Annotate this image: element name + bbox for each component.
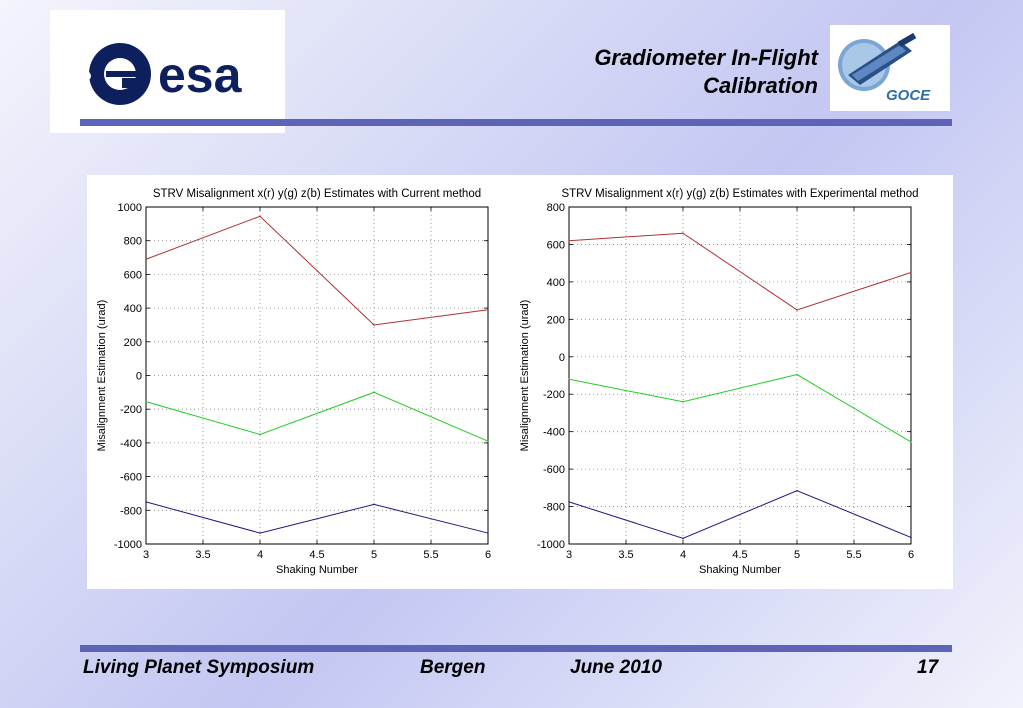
chart1-y-tick-label: -1000 [114,539,142,551]
goce-logo-text: GOCE [886,87,931,104]
chart2-series-3-line [568,490,912,539]
chart1-series-2-point [487,440,489,443]
charts-svg: 3 3.5 4 4.5 5 5.5 6 1000 800 600 400 200 0 -200 -400 -6… [96,188,919,576]
chart1-series-1-point [145,258,147,261]
chart2-series-3-point [568,501,570,503]
chart2-x-axis-label: Shaking Number [699,564,781,576]
chart2-series-2-point [568,378,570,381]
page-title: Gradiometer In-Flight Calibration [594,44,818,100]
chart1-series-2-line [145,391,489,442]
chart1-x-tick-label: 3 [143,549,149,561]
chart2-series-2-line [568,374,912,443]
chart2-y-tick-label: -400 [543,427,565,439]
chart2-series-2-point [796,373,798,376]
chart2-series-1-point [910,271,912,274]
chart2-series-3-point [682,537,684,540]
chart1-y-tick-label: 800 [124,236,142,248]
chart2-series-1-point [796,309,798,311]
footer-event: Living Planet Symposium [83,657,315,678]
chart2-x-tick-label: 3.5 [618,549,633,561]
chart1-x-tick-label: 5.5 [423,549,438,561]
chart1-series-3-point [487,532,489,534]
chart1-series-3-point [259,532,261,534]
chart2-y-tick-label: -200 [543,389,565,401]
chart2-axes-box [568,206,912,545]
esa-logo: esa [81,43,243,105]
chart2-y-tick-label: 600 [547,239,565,251]
chart1-x-tick-label: 4.5 [309,549,324,561]
chart2-y-tick-label: -1000 [537,539,565,551]
chart1-series-3-point [373,503,375,506]
chart1-y-tick-label: 1000 [118,202,142,214]
footer-date: June 2010 [570,657,662,678]
chart1-series-1-point [373,324,375,326]
chart2-series-1-point [682,232,684,235]
chart1-x-tick-label: 5 [371,549,377,561]
chart1-series-2-point [145,400,147,403]
title-line-1: Gradiometer In-Flight [594,45,818,70]
chart2-y-tick-label: -600 [543,464,565,476]
chart2-y-tick-label: 200 [547,314,565,326]
chart1-series-1-point [259,215,261,218]
goce-logo-box: GOCE [830,25,950,111]
chart2-y-axis-label: Misalignment Estimation (urad) [519,300,531,452]
footer-page-number: 17 [917,657,939,678]
chart2-y-tick-label: 400 [547,277,565,289]
chart1-y-tick-label: 600 [124,269,142,281]
chart2-series-1-point [568,239,570,242]
chart2-series-2-point [682,400,684,403]
chart1-series-2-point [259,433,261,436]
chart1-series-3-point [145,501,147,503]
chart1-x-tick-label: 3.5 [195,549,210,561]
chart1-title: STRV Misalignment x(r) y(g) z(b) Estimat… [153,188,481,200]
bottom-accent-bar [80,645,952,652]
chart1-axes-box [145,206,489,545]
esa-logo-box: esa [50,10,285,133]
chart2-x-tick-label: 5.5 [846,549,861,561]
chart2-title: STRV Misalignment x(r) y(g) z(b) Estimat… [561,188,918,200]
chart1-series-2-point [373,391,375,394]
chart1-series-1-point [487,308,489,311]
top-accent-bar [80,119,952,126]
chart2-x-tick-label: 4 [680,549,686,561]
esa-logo-text: esa [158,47,243,103]
title-line-2: Calibration [703,73,818,98]
chart2-y-tick-label: 0 [559,352,565,364]
chart1-y-tick-label: -800 [120,505,142,517]
footer-location: Bergen [420,657,486,678]
chart2-series-2-point [910,441,912,443]
chart1-y-tick-label: -400 [120,438,142,450]
chart2-x-tick-label: 4.5 [732,549,747,561]
chart2-x-tick-label: 6 [908,549,914,561]
chart2-y-tick-label: 800 [547,202,565,214]
chart1-y-tick-label: -600 [120,472,142,484]
goce-satellite-icon [838,32,917,91]
chart1-x-tick-label: 4 [257,549,263,561]
chart2-x-tick-label: 5 [794,549,800,561]
chart1-x-axis-label: Shaking Number [276,564,358,576]
chart1-series-3-line [145,501,489,534]
chart-panel: 3 3.5 4 4.5 5 5.5 6 1000 800 600 400 200 0 -200 -400 -6… [87,175,953,589]
chart1-y-tick-label: 200 [124,337,142,349]
chart1-x-tick-label: 6 [485,549,491,561]
chart2-series-3-point [910,536,912,539]
chart2-x-tick-label: 3 [566,549,572,561]
chart2-series-1-line [568,232,912,311]
chart1-y-axis-label: Misalignment Estimation (urad) [96,300,108,452]
chart1-y-tick-label: -200 [120,404,142,416]
chart2-series-3-point [796,489,798,492]
chart1-y-tick-label: 400 [124,303,142,315]
chart1-y-tick-label: 0 [136,371,142,383]
chart1-series-1-line [145,215,489,326]
chart2-y-tick-label: -800 [543,502,565,514]
